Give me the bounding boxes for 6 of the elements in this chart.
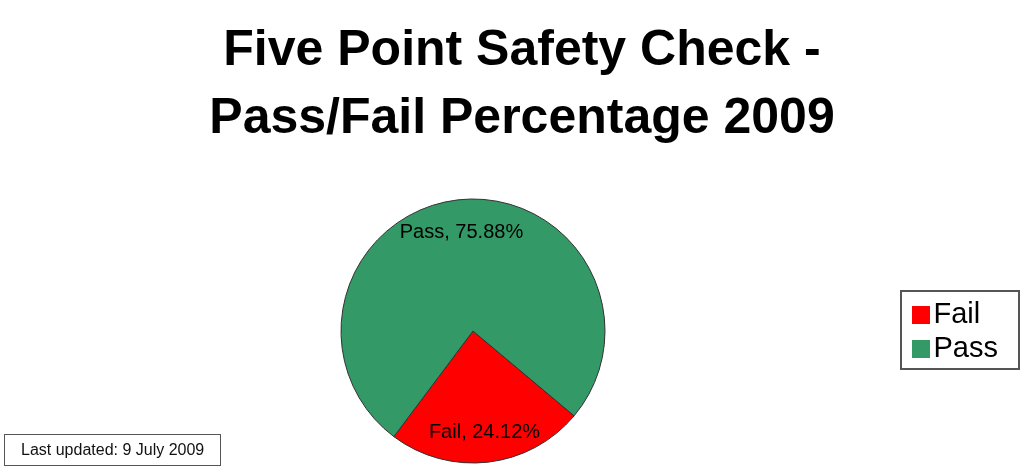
- text: Last updated: 9 July 2009: [4, 434, 222, 466]
- data-label: Fail, 24.12%: [428, 419, 541, 442]
- legend-label: Pass: [933, 331, 998, 363]
- chart-title: Five Point Safety Check - Pass/Fail Percentage 2009: [208, 19, 836, 146]
- legend-label: Fail: [933, 297, 981, 329]
- data-label: Pass, 75.88%: [399, 220, 524, 243]
